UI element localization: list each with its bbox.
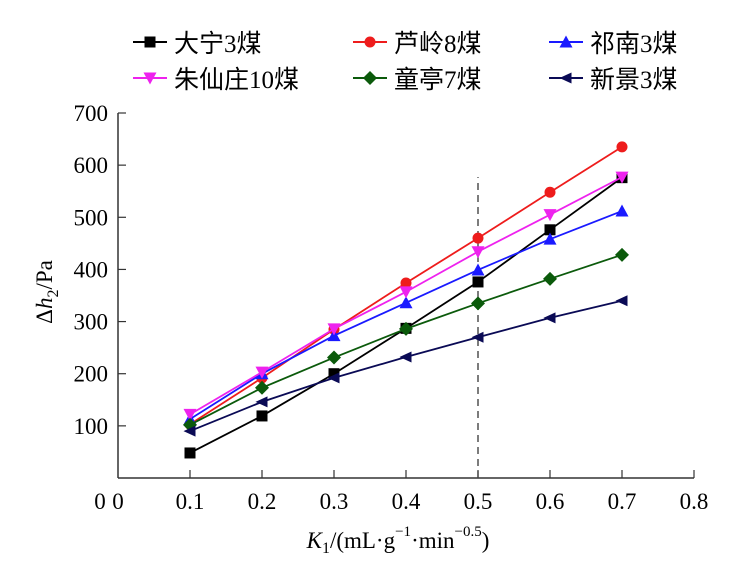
legend-marker	[363, 71, 377, 85]
y-tick-label: 400	[74, 257, 109, 282]
series-5	[183, 247, 629, 432]
y-axis-label: Δh2/Pa	[32, 260, 62, 324]
data-point	[543, 232, 557, 245]
data-point	[543, 312, 556, 324]
data-point	[399, 351, 412, 363]
data-point	[471, 246, 485, 259]
data-point	[256, 410, 268, 422]
legend-label: 芦岭8煤	[394, 31, 482, 58]
data-point	[255, 380, 269, 395]
data-point	[328, 368, 340, 380]
legend-swatch	[133, 72, 167, 85]
series-4	[183, 171, 629, 421]
data-point	[544, 186, 556, 198]
data-point	[255, 366, 269, 379]
data-point	[184, 447, 196, 459]
x-tick-label: 0.6	[536, 489, 565, 514]
x-tick-label: 0.8	[680, 489, 709, 514]
y-tick-label: 500	[74, 205, 109, 230]
legend-item: 大宁3煤	[132, 24, 262, 60]
x-tick-label: 0.3	[320, 489, 349, 514]
legend-label: 童亭7煤	[394, 67, 482, 94]
data-point	[543, 209, 557, 222]
data-point	[471, 331, 484, 343]
data-point	[615, 247, 629, 262]
axis-labels: Δh2/Pa K1/(mL·g−1·min−0.5)	[32, 260, 489, 557]
legend-item: 祁南3煤	[548, 24, 678, 60]
x-tick-label: 0	[112, 489, 124, 514]
x-tick-label: 0.5	[464, 489, 493, 514]
legend-swatch	[133, 36, 167, 48]
data-point	[399, 321, 413, 336]
y-tick-label: 300	[74, 310, 109, 335]
data-point	[400, 277, 412, 289]
x-tick-label: 0.4	[392, 489, 421, 514]
data-point	[543, 271, 557, 286]
series-2	[184, 141, 628, 430]
data-point	[615, 171, 629, 184]
data-point	[327, 350, 341, 365]
data-point	[399, 286, 413, 299]
series-line	[189, 210, 623, 420]
legend-swatch	[353, 36, 387, 48]
legend-item: 新景3煤	[548, 60, 678, 96]
legend-item: 朱仙庄10煤	[132, 60, 299, 96]
data-point	[471, 296, 485, 311]
y-tick-label: 200	[74, 362, 109, 387]
legend-label: 大宁3煤	[174, 31, 262, 58]
data-point	[472, 232, 484, 244]
data-point	[183, 425, 196, 437]
data-point	[255, 396, 268, 408]
data-point	[615, 204, 629, 217]
legend-marker	[143, 72, 157, 85]
data-point	[327, 323, 341, 336]
x-axis-label: K1/(mL·g−1·min−0.5)	[306, 524, 490, 557]
legend-item: 芦岭8煤	[352, 24, 482, 60]
legend-item: 童亭7煤	[352, 60, 482, 96]
legend-label: 新景3煤	[590, 67, 678, 94]
data-point	[472, 276, 484, 288]
legend-label: 朱仙庄10煤	[174, 67, 300, 94]
legend-marker	[364, 36, 376, 48]
data-point	[615, 295, 628, 307]
series-6	[183, 295, 628, 437]
legend-marker	[144, 36, 156, 48]
data-point	[471, 263, 485, 276]
data-point	[544, 224, 556, 236]
series-group	[183, 141, 629, 459]
legend-swatch	[549, 72, 583, 84]
ticks: 0 0.1 0.2 0.3 0.4 0.5 0.6 0.7 0.8 0 100 200 300 400 50…	[74, 101, 709, 514]
legend-swatch	[549, 35, 583, 48]
y-tick-label: 0	[94, 489, 106, 514]
x-tick-label: 0.7	[608, 489, 637, 514]
legend-label: 祁南3煤	[590, 31, 678, 58]
data-point	[399, 296, 413, 309]
legend-marker	[559, 72, 572, 84]
y-tick-label: 600	[74, 153, 109, 178]
y-tick-label: 100	[74, 414, 109, 439]
series-line	[189, 299, 623, 432]
data-point	[183, 408, 197, 421]
x-tick-label: 0.2	[248, 489, 277, 514]
y-tick-label: 700	[74, 101, 109, 126]
data-point	[327, 372, 340, 384]
legend-marker	[559, 35, 573, 48]
x-tick-label: 0.1	[176, 489, 205, 514]
data-point	[616, 141, 628, 153]
legend-swatch	[353, 71, 387, 85]
